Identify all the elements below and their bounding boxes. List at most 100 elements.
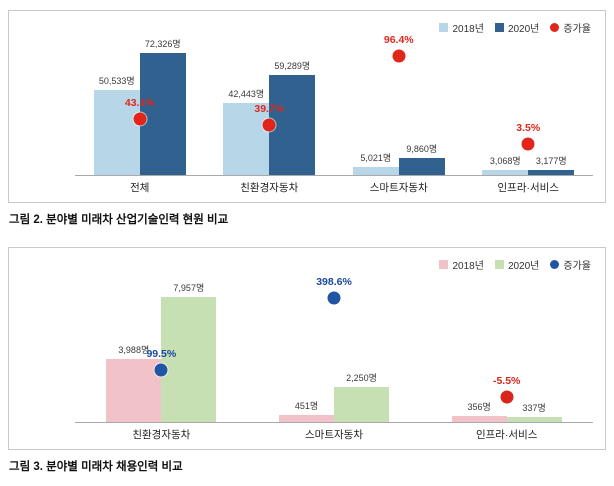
bar-pair: 356명 337명 [451, 400, 562, 422]
figure-2: 2018년 2020년 증가율 50,533명 72,326명 43.1% 42,443명 5… [8, 10, 606, 239]
bar-column: 50,533명 [93, 74, 140, 175]
bar-value-label: 9,860명 [406, 144, 438, 154]
growth-dot [521, 137, 535, 151]
bar-pair: 50,533명 72,326명 [93, 37, 186, 175]
legend-label: 증가율 [563, 261, 591, 272]
bar-2020년 [506, 417, 562, 422]
legend-label: 2018년 [452, 24, 484, 35]
bar-2018년 [352, 167, 399, 175]
bar-2020년 [161, 297, 217, 422]
bar-2018년 [482, 170, 529, 175]
bar-column: 337명 [506, 401, 562, 422]
bar-column: 42,443명 [223, 87, 270, 175]
bar-column: 3,068명 [482, 154, 529, 175]
legend-item: 2020년 [494, 20, 540, 35]
bar-column: 3,177명 [528, 154, 575, 175]
growth-rate-label: 96.4% [383, 34, 414, 46]
legend-label: 2018년 [452, 261, 484, 272]
growth-rate-label: 39.7% [254, 102, 285, 115]
bar-pair: 3,988명 7,957명 [106, 281, 217, 422]
category-label: 친환경자동차 [240, 182, 299, 194]
figure-3: 2018년 2020년 증가율 3,988명 7,957명 99.5% 451명 2,250명… [8, 247, 606, 486]
bar-value-label: 3,988명 [118, 345, 150, 355]
bar-2018년 [451, 416, 507, 422]
category-label: 스마트자동차 [305, 429, 363, 441]
bar-value-label: 3,068명 [489, 156, 521, 166]
bar-2018년 [106, 359, 162, 422]
bar-column: 2,250명 [334, 371, 389, 422]
bar-2020년 [139, 53, 186, 175]
bar-column: 59,289명 [269, 59, 316, 175]
bar-pair: 3,068명 3,177명 [482, 154, 575, 175]
bar-2020년 [528, 170, 575, 175]
bar-column: 72,326명 [139, 37, 186, 175]
category-group: 356명 337명 -5.5% [420, 272, 593, 422]
growth-rate-label: 43.1% [124, 97, 155, 109]
legend-square-icon [439, 23, 449, 32]
category-group: 42,443명 59,289명 39.7% [205, 35, 335, 175]
legend: 2018년 2020년 증가율 [439, 20, 591, 35]
bar-column: 451명 [279, 399, 334, 422]
legend-item: 증가율 [550, 20, 591, 35]
bar-value-label: 72,326명 [144, 39, 181, 49]
growth-dot [392, 49, 406, 63]
legend-item: 2018년 [439, 257, 484, 272]
category-label: 친환경자동차 [132, 429, 191, 441]
bar-2018년 [279, 415, 334, 422]
bar-2018년 [223, 103, 270, 175]
plot-area: 3,988명 7,957명 99.5% 451명 2,250명 398.6% 356명 337… [75, 272, 593, 422]
bar-value-label: 3,177명 [535, 156, 567, 166]
category-label: 스마트자동차 [369, 182, 428, 194]
growth-dot [500, 390, 514, 403]
legend-label: 증가율 [563, 24, 591, 35]
legend-item: 증가율 [550, 257, 591, 272]
category-group: 451명 2,250명 398.6% [248, 272, 421, 422]
bar-column: 5,021명 [352, 151, 399, 175]
figure-3-chart-panel: 2018년 2020년 증가율 3,988명 7,957명 99.5% 451명 2,250명… [8, 247, 606, 450]
bar-pair: 5,021명 9,860명 [352, 142, 445, 175]
legend-circle-icon [550, 260, 560, 269]
bar-2020년 [334, 387, 389, 422]
bar-column: 356명 [451, 400, 507, 422]
legend-square-icon [439, 260, 449, 269]
bar-value-label: 50,533명 [98, 76, 135, 86]
legend-square-icon [494, 23, 504, 32]
bar-column: 3,988명 [106, 343, 162, 422]
bar-2018년 [93, 90, 140, 175]
bar-value-label: 337명 [522, 403, 546, 413]
figure-2-caption: 그림 2. 분야별 미래차 산업기술인력 현원 비교 [9, 214, 229, 226]
legend: 2018년 2020년 증가율 [439, 257, 591, 272]
category-label: 인프라·서비스 [475, 429, 538, 441]
bar-2020년 [398, 158, 445, 175]
legend-label: 2020년 [507, 261, 540, 272]
category-group: 3,068명 3,177명 3.5% [464, 35, 594, 175]
bar-value-label: 2,250명 [346, 373, 377, 383]
growth-rate-label: 3.5% [516, 122, 541, 135]
growth-dot [262, 118, 276, 132]
legend-circle-icon [550, 23, 560, 32]
bar-column: 7,957명 [161, 281, 217, 422]
category-label: 인프라·서비스 [497, 182, 559, 194]
figure-3-caption: 그림 3. 분야별 미래차 채용인력 비교 [9, 461, 183, 473]
bar-pair: 42,443명 59,289명 [223, 59, 316, 175]
growth-dot [154, 363, 168, 376]
plot-area: 50,533명 72,326명 43.1% 42,443명 59,289명 39.7% 5,… [75, 34, 594, 175]
category-label: 전체 [130, 182, 150, 194]
category-group: 3,988명 7,957명 99.5% [75, 272, 248, 422]
bar-column: 9,860명 [398, 142, 445, 175]
bar-value-label: 5,021명 [360, 153, 392, 163]
legend-item: 2020년 [494, 257, 540, 272]
x-axis: 친환경자동차 스마트자동차 인프라·서비스 [75, 422, 593, 447]
bar-value-label: 451명 [294, 401, 319, 411]
legend-label: 2020년 [507, 24, 540, 35]
figure-2-chart-panel: 2018년 2020년 증가율 50,533명 72,326명 43.1% 42,443명 5… [8, 10, 606, 203]
legend-square-icon [494, 260, 504, 269]
bar-pair: 451명 2,250명 [279, 371, 389, 422]
bar-value-label: 356명 [467, 402, 491, 412]
growth-rate-label: 99.5% [146, 347, 177, 360]
category-group: 50,533명 72,326명 43.1% [75, 35, 205, 175]
growth-dot [133, 112, 147, 126]
growth-dot [327, 291, 341, 304]
growth-rate-label: -5.5% [492, 374, 521, 387]
